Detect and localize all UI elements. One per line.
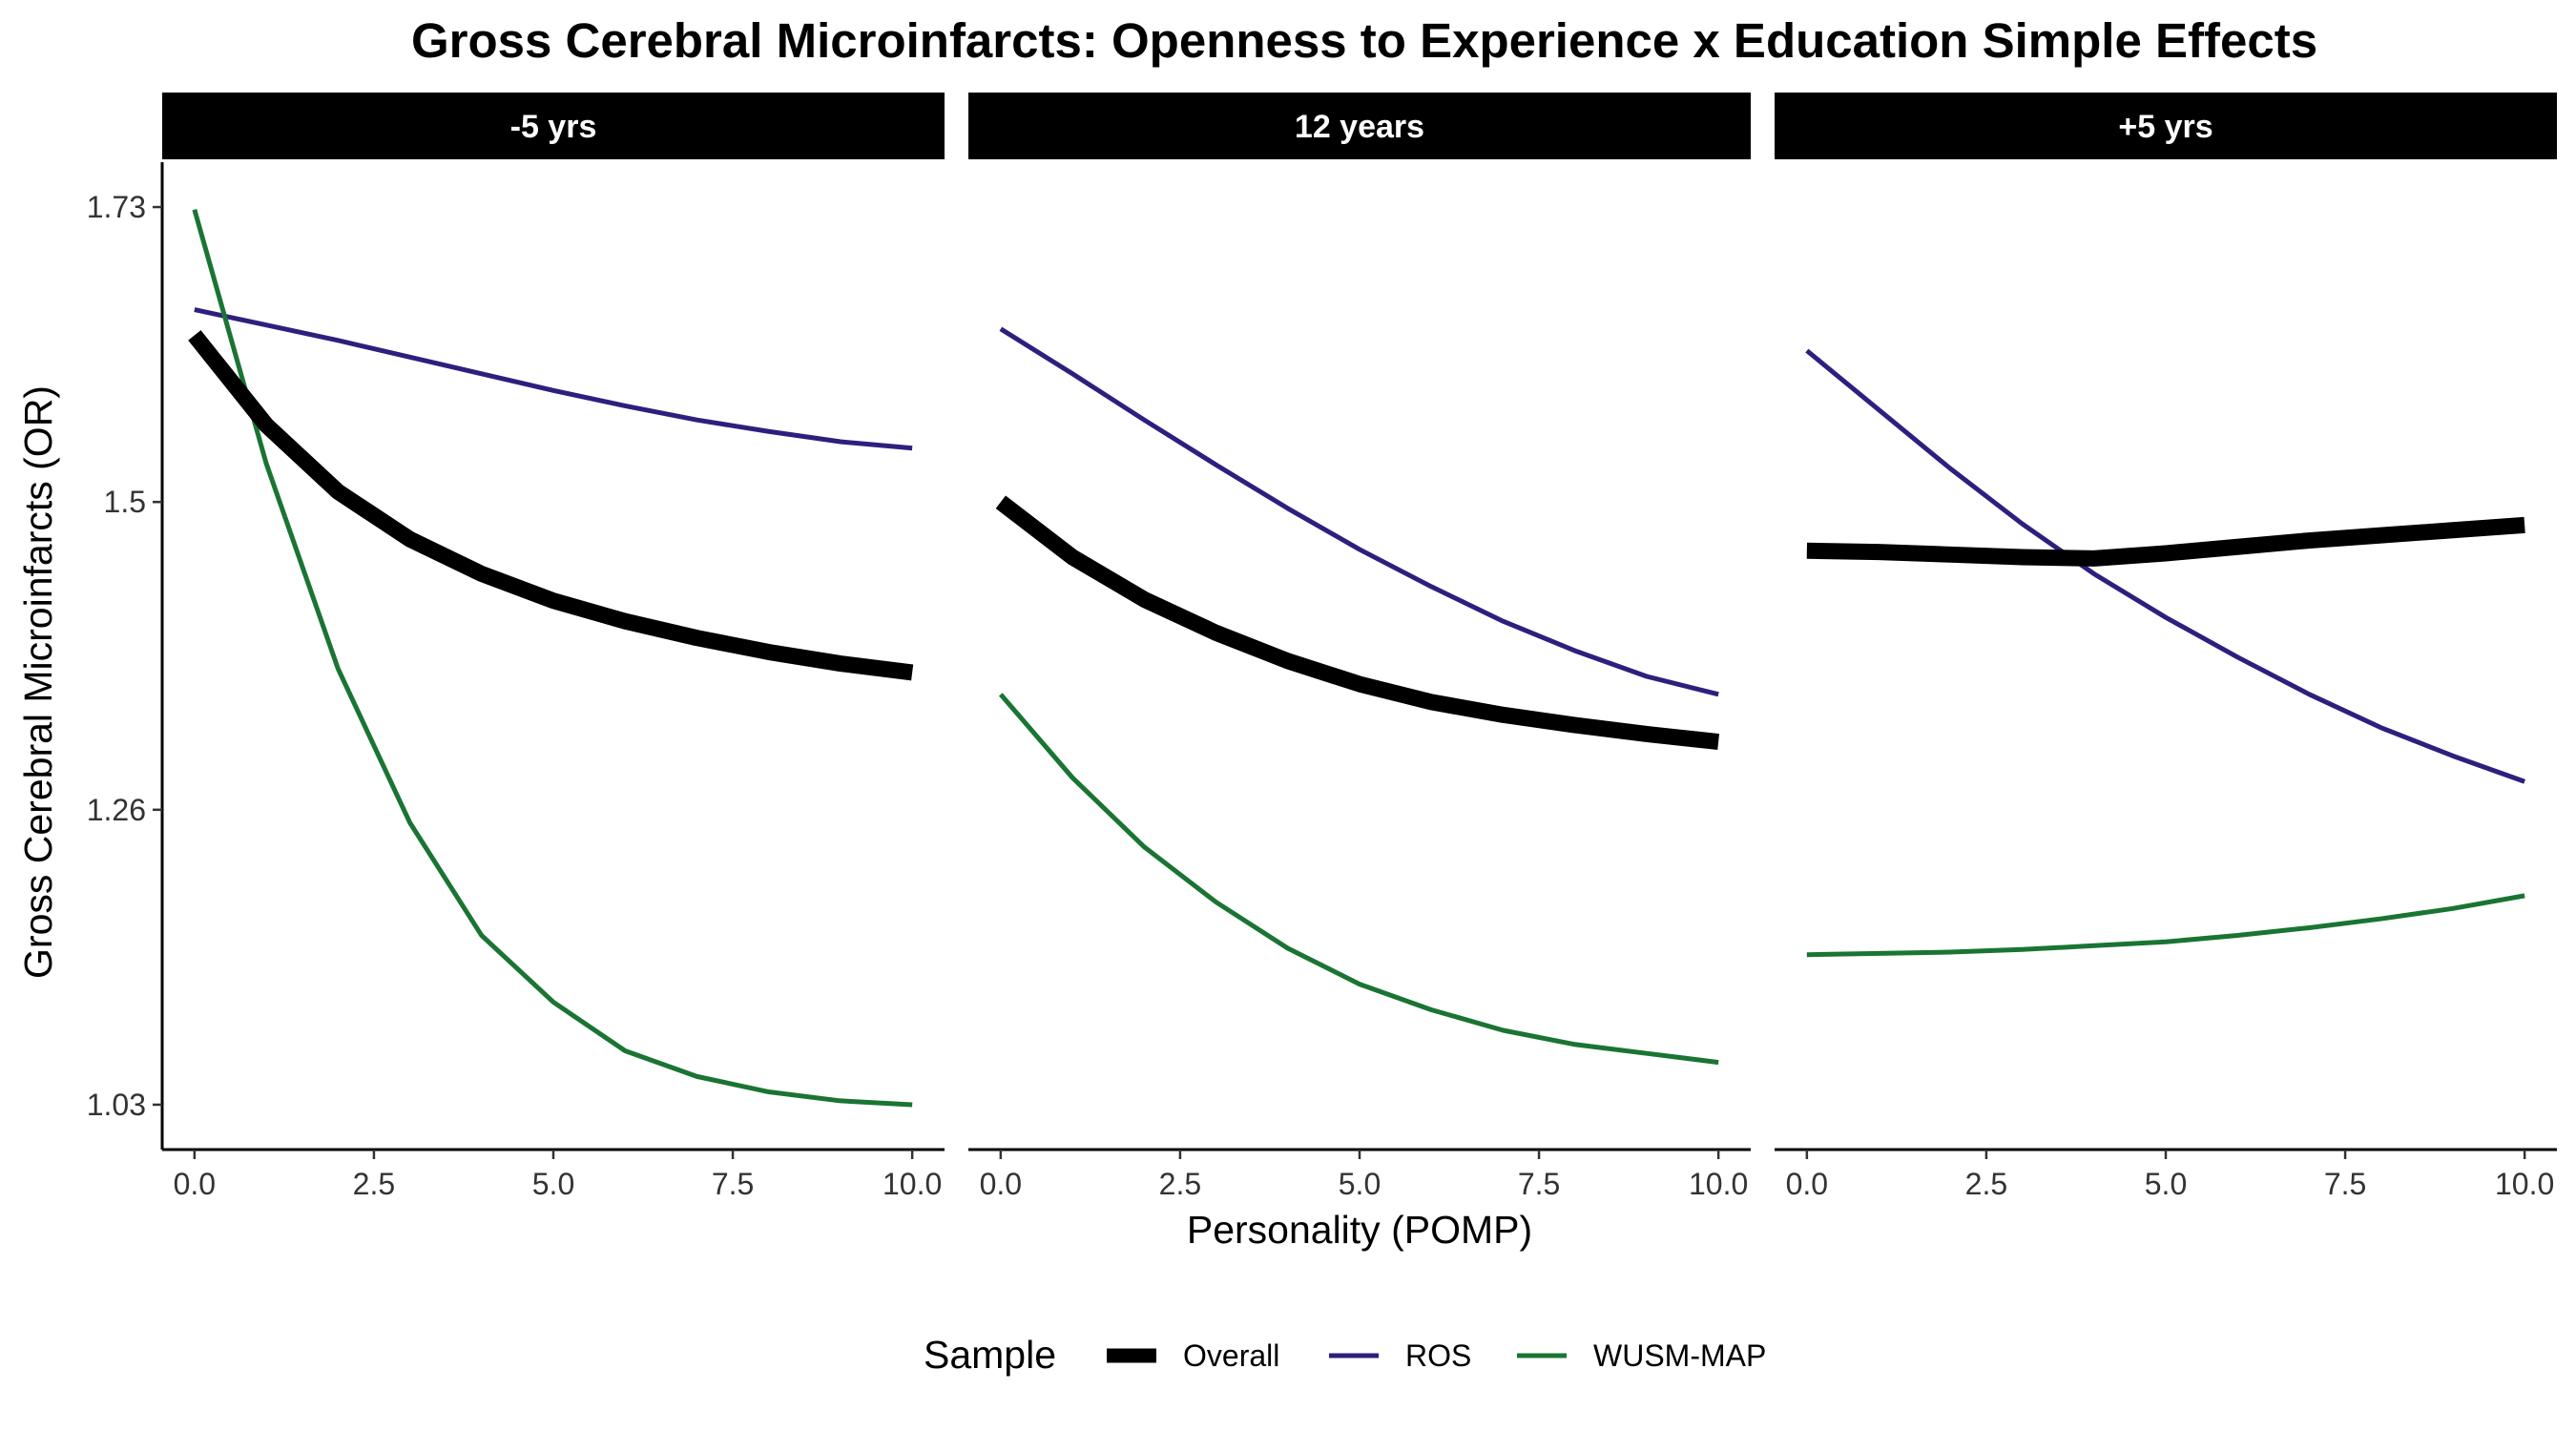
x-tick-label: 0.0 (174, 1167, 216, 1201)
series-line-ros (999, 326, 1719, 697)
panel-strip (1775, 93, 2557, 159)
y-axis-title: Gross Cerebral Microinfarcts (OR) (16, 385, 60, 979)
legend-label: ROS (1405, 1338, 1471, 1373)
series-line-overall (188, 330, 914, 681)
legend: Sample Overall ROS WUSM-MAP (924, 1333, 1766, 1377)
x-axis-title: Personality (POMP) (1187, 1208, 1532, 1252)
panel-strip (162, 93, 945, 159)
x-tick-label: 10.0 (2495, 1167, 2554, 1201)
legend-label: Overall (1183, 1338, 1279, 1373)
chart-title: Gross Cerebral Microinfarcts: Openness t… (411, 13, 2317, 68)
series-line-wusm-map (1806, 893, 2525, 958)
series-line-ros (1805, 348, 2525, 784)
y-tick-label: 1.5 (104, 485, 146, 519)
panel-1: -5 yrs 0.0 2.5 5.0 7.5 10.0 1.03 1.26 1.5 1.73 (87, 93, 945, 1201)
series-line-overall (995, 495, 1720, 751)
panel-strip-label: -5 yrs (510, 109, 597, 145)
legend-label: WUSM-MAP (1593, 1338, 1766, 1373)
series-line-wusm-map (998, 693, 1719, 1066)
x-tick-label: 7.5 (712, 1167, 754, 1201)
legend-title: Sample (924, 1333, 1056, 1377)
x-tick-label: 2.5 (1159, 1167, 1201, 1201)
y-tick-label: 1.73 (87, 190, 146, 224)
panel-2: 12 years 0.0 2.5 5.0 7.5 10.0 (968, 93, 1751, 1201)
x-tick-label: 10.0 (883, 1167, 942, 1201)
y-tick-label: 1.03 (87, 1088, 146, 1122)
panel-strip-label: 12 years (1295, 109, 1424, 145)
series-line-wusm-map (192, 209, 913, 1108)
panel-3: +5 yrs 0.0 2.5 5.0 7.5 10.0 (1775, 93, 2557, 1201)
x-tick-label: 7.5 (1518, 1167, 1560, 1201)
series-line-overall (1806, 516, 2525, 567)
y-tick-label: 1.26 (87, 793, 146, 827)
x-tick-label: 0.0 (1786, 1167, 1828, 1201)
x-tick-label: 5.0 (532, 1167, 574, 1201)
panels: -5 yrs 0.0 2.5 5.0 7.5 10.0 1.03 1.26 1.5 1.73 12 … (87, 93, 2557, 1201)
x-tick-label: 2.5 (353, 1167, 395, 1201)
panel-strip (968, 93, 1751, 159)
x-tick-label: 7.5 (2324, 1167, 2366, 1201)
panel-strip-label: +5 yrs (2118, 109, 2212, 145)
x-tick-label: 5.0 (1339, 1167, 1381, 1201)
x-tick-label: 5.0 (2145, 1167, 2187, 1201)
x-tick-label: 0.0 (980, 1167, 1022, 1201)
x-tick-label: 2.5 (1965, 1167, 2007, 1201)
x-tick-label: 10.0 (1689, 1167, 1748, 1201)
series-line-ros (194, 307, 913, 451)
